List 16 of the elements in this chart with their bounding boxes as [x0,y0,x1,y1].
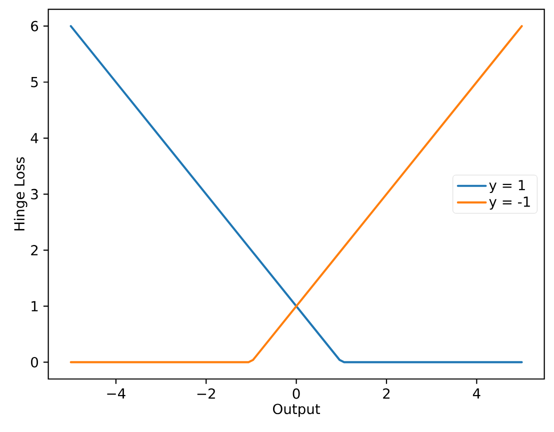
x-tick-label: 4 [472,388,480,398]
y-tick-label: 6 [31,20,38,32]
y-tick-label: 1 [32,301,38,312]
x-tick-label: 2 [383,388,390,399]
legend-label: y = -1 [489,196,530,210]
x-axis-title: Output [273,404,320,417]
y-tick-label: 2 [31,245,38,256]
y-tick-label: 0 [31,356,38,368]
x-tick-label: 0 [292,388,300,399]
legend-label: y = 1 [489,180,525,194]
y-axis-title: Hinge Loss [14,157,28,230]
x-tick-label: −2 [197,388,215,399]
y-tick-label: 5 [31,76,38,88]
x-tick-label: −4 [107,388,126,398]
y-tick-label: 3 [31,188,38,200]
y-tick-label: 4 [30,133,38,144]
